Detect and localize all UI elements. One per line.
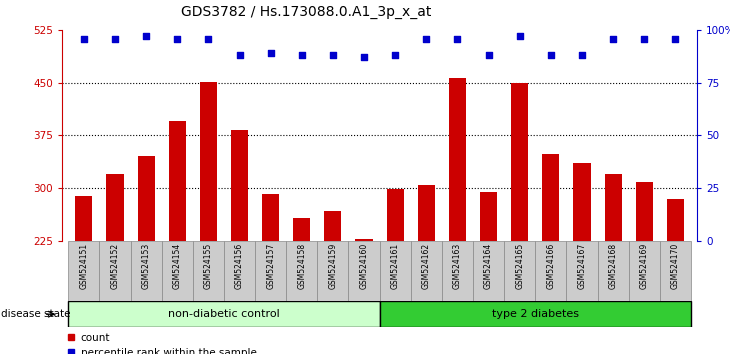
Bar — [566, 241, 598, 301]
Bar — [69, 301, 380, 327]
Bar — [387, 189, 404, 241]
Bar — [131, 241, 161, 301]
Bar — [511, 84, 529, 241]
Bar — [286, 241, 318, 301]
Text: GSM524160: GSM524160 — [360, 242, 369, 289]
Bar — [480, 192, 497, 241]
Point — [327, 52, 339, 58]
Bar — [604, 174, 622, 241]
Text: disease state: disease state — [1, 309, 70, 319]
Bar — [75, 196, 93, 241]
Bar — [324, 211, 342, 241]
Text: GSM524161: GSM524161 — [391, 242, 399, 289]
Point — [607, 36, 619, 41]
Text: GSM524154: GSM524154 — [173, 242, 182, 289]
Bar — [411, 241, 442, 301]
Point — [389, 52, 401, 58]
Bar — [293, 218, 310, 241]
Text: GSM524170: GSM524170 — [671, 242, 680, 289]
Bar — [573, 163, 591, 241]
Bar — [348, 241, 380, 301]
Bar — [449, 78, 466, 241]
Text: GSM524152: GSM524152 — [110, 242, 120, 289]
Bar — [542, 154, 559, 241]
Text: GSM524167: GSM524167 — [577, 242, 586, 289]
Text: GSM524153: GSM524153 — [142, 242, 150, 289]
Text: GDS3782 / Hs.173088.0.A1_3p_x_at: GDS3782 / Hs.173088.0.A1_3p_x_at — [182, 5, 431, 19]
Bar — [169, 121, 186, 241]
Point — [172, 36, 183, 41]
Bar — [660, 241, 691, 301]
Text: GSM524151: GSM524151 — [80, 242, 88, 289]
Bar — [504, 241, 535, 301]
Bar — [161, 241, 193, 301]
Text: GSM524169: GSM524169 — [639, 242, 649, 289]
Text: GSM524158: GSM524158 — [297, 242, 307, 289]
Point — [483, 52, 494, 58]
Bar — [224, 241, 255, 301]
Bar — [442, 241, 473, 301]
Bar — [598, 241, 629, 301]
Point — [420, 36, 432, 41]
Bar — [473, 241, 504, 301]
Point — [452, 36, 464, 41]
Text: GSM524164: GSM524164 — [484, 242, 493, 289]
Point — [669, 36, 681, 41]
Text: GSM524157: GSM524157 — [266, 242, 275, 289]
Bar — [636, 182, 653, 241]
Legend: count, percentile rank within the sample: count, percentile rank within the sample — [67, 333, 257, 354]
Bar — [231, 130, 248, 241]
Bar — [380, 301, 691, 327]
Bar — [262, 194, 279, 241]
Bar — [107, 174, 123, 241]
Bar — [535, 241, 566, 301]
Point — [639, 36, 650, 41]
Point — [110, 36, 121, 41]
Bar — [629, 241, 660, 301]
Text: GSM524156: GSM524156 — [235, 242, 244, 289]
Point — [576, 52, 588, 58]
Text: non-diabetic control: non-diabetic control — [168, 309, 280, 319]
Text: GSM524159: GSM524159 — [328, 242, 337, 289]
Text: GSM524163: GSM524163 — [453, 242, 462, 289]
Point — [140, 34, 152, 39]
Bar — [99, 241, 131, 301]
Text: GSM524155: GSM524155 — [204, 242, 213, 289]
Bar — [200, 82, 217, 241]
Text: GSM524162: GSM524162 — [422, 242, 431, 289]
Bar — [69, 241, 99, 301]
Point — [514, 34, 526, 39]
Text: type 2 diabetes: type 2 diabetes — [492, 309, 579, 319]
Point — [296, 52, 307, 58]
Point — [265, 50, 277, 56]
Text: GSM524165: GSM524165 — [515, 242, 524, 289]
Point — [202, 36, 214, 41]
Point — [545, 52, 557, 58]
Bar — [318, 241, 348, 301]
Bar — [380, 241, 411, 301]
Point — [234, 52, 245, 58]
Bar — [356, 239, 372, 241]
Point — [358, 55, 370, 60]
Bar — [666, 199, 684, 241]
Bar — [418, 184, 435, 241]
Bar — [137, 156, 155, 241]
Text: GSM524166: GSM524166 — [546, 242, 556, 289]
Point — [78, 36, 90, 41]
Text: GSM524168: GSM524168 — [609, 242, 618, 289]
Bar — [193, 241, 224, 301]
Bar — [255, 241, 286, 301]
